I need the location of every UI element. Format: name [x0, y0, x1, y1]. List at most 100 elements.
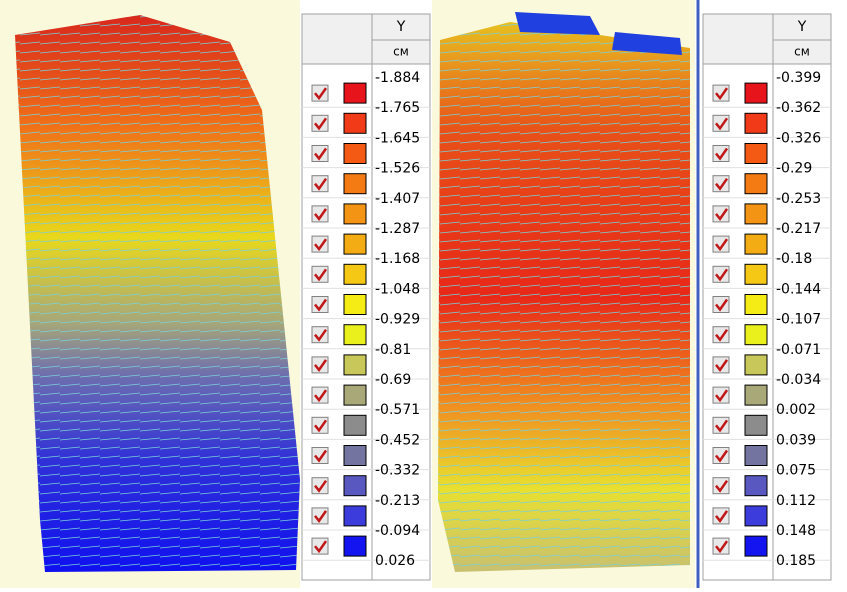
color-swatch [343, 384, 367, 406]
legend-value: -1.407 [375, 191, 420, 207]
legend-value: -0.362 [776, 100, 821, 116]
color-swatch [343, 173, 367, 195]
check-mark [314, 87, 328, 101]
color-swatch [343, 414, 367, 436]
color-swatch [744, 233, 768, 255]
color-swatch [343, 505, 367, 527]
legend-value: -0.326 [776, 130, 821, 146]
legend-header-bg [702, 13, 832, 65]
check-mark [314, 298, 328, 312]
color-swatch [744, 203, 768, 225]
legend-value: -0.18 [776, 251, 812, 267]
legend-value: -0.071 [776, 342, 821, 358]
color-swatch [343, 445, 367, 466]
check-mark [314, 540, 328, 554]
color-swatch [343, 263, 367, 285]
floor-lines [15, 15, 300, 572]
legend-value: -0.929 [375, 312, 420, 328]
legend-value: 0.002 [776, 402, 816, 418]
check-mark [715, 328, 729, 342]
legend-value: 0.026 [375, 553, 415, 569]
check-mark [715, 147, 729, 161]
color-swatch [343, 535, 367, 557]
legend-value: 0.075 [776, 463, 816, 479]
floor-lines [438, 22, 690, 572]
legend-header-bg [301, 13, 431, 65]
legend-value: -1.168 [375, 251, 420, 267]
color-swatch [343, 82, 367, 104]
check-mark [715, 117, 729, 131]
roof-top [515, 12, 600, 35]
check-mark [715, 208, 729, 221]
check-mark [314, 449, 328, 463]
legend-value: 0.039 [776, 432, 816, 448]
check-mark [715, 449, 729, 463]
legend-value: -0.399 [776, 70, 821, 86]
color-swatch [744, 324, 768, 346]
check-mark [314, 117, 328, 131]
legend-value: -0.332 [375, 463, 420, 479]
legend-value: -1.645 [375, 130, 420, 146]
color-swatch [744, 445, 768, 466]
legend-value: -0.107 [776, 312, 821, 328]
check-mark [314, 479, 328, 493]
check-mark [715, 238, 729, 252]
color-swatch [343, 143, 367, 164]
color-swatch [744, 354, 768, 376]
color-swatch [744, 82, 768, 104]
color-swatch [744, 505, 768, 527]
legend-value: -0.094 [375, 523, 420, 539]
legend-header: Y [797, 19, 807, 35]
color-swatch [744, 535, 768, 557]
check-mark [314, 238, 328, 252]
legend-value: 0.112 [776, 493, 816, 509]
check-mark [715, 479, 729, 493]
color-swatch [744, 143, 768, 164]
check-mark [314, 328, 328, 342]
legend-value: -1.287 [375, 221, 420, 237]
color-swatch [744, 384, 768, 406]
legend-value: -0.034 [776, 372, 821, 388]
check-mark [715, 87, 729, 101]
legend-value: -0.81 [375, 342, 411, 358]
legend-value: -1.048 [375, 281, 420, 297]
color-swatch [744, 294, 768, 315]
color-swatch [343, 324, 367, 346]
legend-value: -1.884 [375, 70, 420, 86]
color-swatch [744, 475, 768, 497]
check-mark [715, 359, 729, 372]
legend-value: -1.765 [375, 100, 420, 116]
legend-value: -0.571 [375, 402, 420, 418]
check-mark [314, 268, 328, 282]
legend-header: Y [396, 19, 406, 35]
check-mark [314, 147, 328, 161]
check-mark [314, 208, 328, 221]
check-mark [715, 177, 729, 191]
legend-value: -0.452 [375, 432, 420, 448]
check-mark [314, 389, 328, 403]
check-mark [715, 389, 729, 403]
color-swatch [744, 414, 768, 436]
legend-value: -0.213 [375, 493, 420, 509]
color-swatch [343, 203, 367, 225]
legend-value: -0.69 [375, 372, 411, 388]
color-swatch [343, 112, 367, 134]
roof-top [612, 32, 682, 55]
check-mark [314, 510, 328, 523]
color-swatch [343, 294, 367, 315]
legend-value: -1.526 [375, 161, 420, 177]
color-swatch [343, 354, 367, 376]
legend-value: -0.29 [776, 161, 812, 177]
legend-value: -0.217 [776, 221, 821, 237]
check-mark [715, 540, 729, 554]
legend-value: 0.148 [776, 523, 816, 539]
legend-unit: см [393, 45, 409, 59]
color-swatch [744, 112, 768, 134]
legend-value: -0.253 [776, 191, 821, 207]
check-mark [314, 419, 328, 433]
check-mark [314, 359, 328, 372]
legend-value: 0.185 [776, 553, 816, 569]
check-mark [314, 177, 328, 191]
